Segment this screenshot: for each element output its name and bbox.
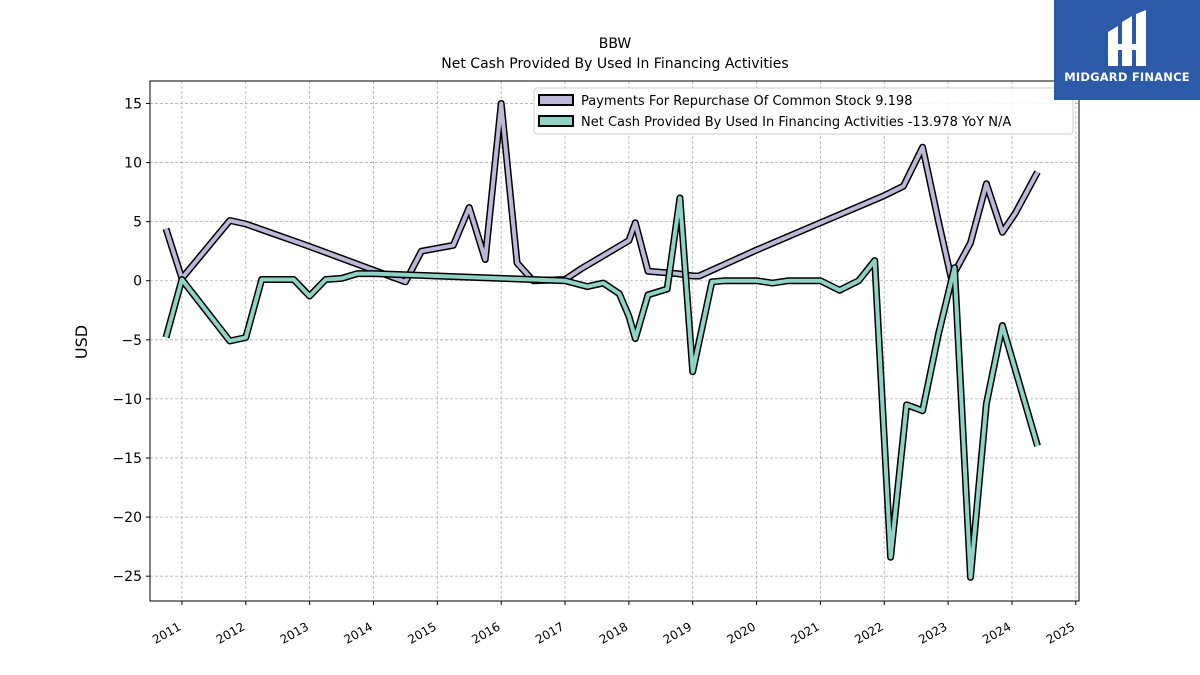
x-axis-ticks: 2011 2012 2013 2014 2015 2016 2017 2018 2019 2020… [150, 601, 1077, 647]
chart-title: BBW [599, 36, 632, 52]
x-tick-label: 2025 [1044, 619, 1077, 646]
legend-label-1: Payments For Repurchase Of Common Stock … [581, 94, 912, 109]
x-tick-label: 2023 [916, 619, 949, 646]
plot-frame [149, 80, 1080, 602]
series-2-line [164, 196, 1040, 580]
chart-subtitle: Net Cash Provided By Used In Financing A… [441, 56, 788, 72]
y-tick-label: −15 [112, 451, 142, 467]
x-tick-label: 2019 [661, 619, 694, 646]
x-tick-label: 2018 [597, 619, 630, 646]
x-tick-label: 2012 [214, 619, 247, 646]
y-tick-label: −25 [112, 569, 142, 585]
legend-swatch-1 [538, 94, 574, 106]
x-tick-label: 2022 [852, 619, 885, 646]
legend-label-2: Net Cash Provided By Used In Financing A… [581, 115, 1011, 130]
x-tick-label: 2020 [725, 619, 758, 646]
midgard-logo-icon [1108, 10, 1146, 66]
series-layer [162, 100, 1041, 581]
legend: Payments For Repurchase Of Common Stock … [533, 87, 1074, 135]
y-axis-ticks: 15 10 5 0 −5 −10 −15 −20 −25 [112, 96, 150, 585]
y-tick-label: −20 [112, 510, 142, 526]
x-tick-label: 2017 [533, 619, 566, 646]
x-tick-label: 2016 [469, 619, 502, 646]
x-tick-label: 2014 [342, 619, 375, 646]
y-axis-label: USD [72, 325, 91, 359]
y-tick-label: −5 [121, 333, 142, 349]
y-tick-label: 5 [133, 215, 142, 231]
y-tick-label: −10 [112, 392, 142, 408]
y-tick-label: 15 [124, 96, 142, 112]
legend-box [533, 87, 1074, 135]
x-tick-label: 2013 [278, 619, 311, 646]
midgard-finance-logo: MIDGARD FINANCE [1054, 0, 1200, 100]
y-tick-label: 0 [133, 274, 142, 290]
y-tick-label: 10 [124, 156, 142, 172]
x-tick-label: 2024 [980, 619, 1013, 646]
x-tick-label: 2021 [788, 619, 821, 646]
legend-swatch-2 [538, 115, 574, 127]
logo-text: MIDGARD FINANCE [1064, 70, 1190, 84]
x-tick-label: 2011 [150, 619, 183, 646]
x-tick-label: 2015 [405, 619, 438, 646]
